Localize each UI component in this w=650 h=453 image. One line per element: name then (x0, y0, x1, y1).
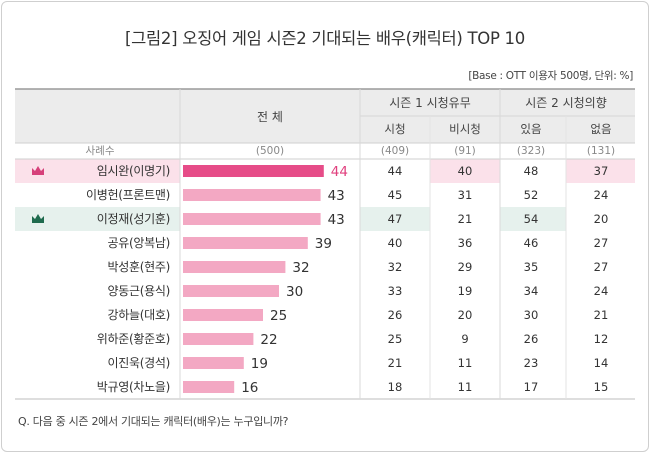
bar-total (183, 237, 308, 249)
breakdown-cell-value: 45 (388, 188, 403, 202)
actor-name-label: 임시완(이명기) (97, 164, 170, 178)
cell-highlight (500, 207, 566, 231)
breakdown-cell-value: 20 (458, 308, 473, 322)
bar-value-label: 43 (328, 212, 345, 228)
bar-total (183, 165, 324, 177)
breakdown-cell-value: 33 (388, 284, 403, 298)
bar-value-label: 39 (315, 236, 332, 252)
bar-total (183, 381, 235, 393)
bar-value-label: 19 (251, 356, 268, 372)
breakdown-cell-value: 32 (388, 260, 403, 274)
breakdown-cell-value: 35 (524, 260, 539, 274)
breakdown-cell-value: 23 (524, 356, 539, 370)
bar-total (183, 357, 244, 369)
actor-name-label: 공유(앙복남) (108, 236, 170, 250)
bar-total (183, 309, 263, 321)
breakdown-cell-value: 31 (458, 188, 473, 202)
header-total: 전 체 (257, 110, 283, 124)
breakdown-cell-value: 24 (594, 188, 609, 202)
actor-name-label: 위하준(황준호) (97, 332, 170, 346)
breakdown-cell-value: 52 (524, 188, 539, 202)
sample-s1-not-watched: (91) (454, 145, 476, 157)
sample-s1-watched: (409) (381, 145, 409, 157)
actor-name-label: 이병헌(프론트맨) (86, 188, 170, 202)
header-s2-intend: 있음 (520, 122, 541, 136)
breakdown-cell-value: 34 (524, 284, 539, 298)
breakdown-cell-value: 24 (594, 284, 609, 298)
grid-layer (15, 88, 635, 400)
breakdown-cell-value: 26 (524, 332, 539, 346)
figure-title: [그림2] 오징어 게임 시즌2 기대되는 배우(캐릭터) TOP 10 (125, 29, 525, 48)
header-s1-watched: 시청 (384, 122, 405, 136)
bar-value-label: 44 (331, 164, 348, 180)
breakdown-cell-value: 40 (388, 236, 403, 250)
breakdown-cell-value: 19 (458, 284, 473, 298)
breakdown-cell-value: 14 (594, 356, 609, 370)
breakdown-cell-value: 27 (594, 260, 609, 274)
header-s2-no-intend: 없음 (590, 122, 611, 136)
breakdown-cell-value: 54 (524, 212, 539, 226)
breakdown-cell-value: 12 (594, 332, 609, 346)
breakdown-cell-value: 48 (524, 164, 539, 178)
breakdown-cell-value: 26 (388, 308, 403, 322)
bar-total (183, 333, 254, 345)
crown-icon (32, 166, 44, 175)
breakdown-cell-value: 25 (388, 332, 403, 346)
breakdown-cell-value: 9 (461, 332, 468, 346)
actor-name-label: 박성훈(현주) (108, 260, 170, 274)
breakdown-cell-value: 20 (594, 212, 609, 226)
bar-value-label: 22 (260, 332, 277, 348)
breakdown-cell-value: 21 (458, 212, 473, 226)
actor-name-label: 이진욱(경석) (108, 356, 170, 370)
breakdown-cell-value: 29 (458, 260, 473, 274)
breakdown-cell-value: 30 (524, 308, 539, 322)
bar-value-label: 32 (292, 260, 309, 276)
bar-total (183, 189, 321, 201)
breakdown-cell-value: 37 (594, 164, 609, 178)
survey-question: Q. 다음 중 시즌 2에서 기대되는 캐릭터(배우)는 누구입니까? (18, 415, 289, 428)
crown-icon (32, 214, 44, 223)
actor-name-label: 강하늘(대호) (108, 308, 170, 322)
header-season2-group: 시즌 2 시청의향 (525, 96, 607, 110)
actor-name-label: 박규영(차노을) (97, 380, 170, 394)
bar-value-label: 43 (328, 188, 345, 204)
rows-layer: 임시완(이명기) 44 44 40 48 37 이병헌(프론트맨) 43 45 31 52 24 이정재… (32, 164, 608, 396)
breakdown-cell-value: 46 (524, 236, 539, 250)
bar-total (183, 261, 286, 273)
breakdown-cell-value: 18 (388, 380, 403, 394)
breakdown-cell-value: 44 (388, 164, 403, 178)
breakdown-cell-value: 27 (594, 236, 609, 250)
cell-highlight (566, 159, 635, 183)
base-note: [Base : OTT 이용자 500명, 단위: %] (468, 70, 633, 82)
sample-s2-intend: (323) (517, 145, 545, 157)
breakdown-cell-value: 15 (594, 380, 609, 394)
breakdown-cell-value: 21 (388, 356, 403, 370)
bar-total (183, 213, 321, 225)
sample-label: 사례수 (86, 145, 115, 157)
actor-name-label: 양동근(용식) (108, 284, 170, 298)
sample-s2-no-intend: (131) (587, 145, 615, 157)
bar-value-label: 25 (270, 308, 287, 324)
cell-highlight (430, 159, 500, 183)
breakdown-cell-value: 11 (458, 356, 473, 370)
bar-total (183, 285, 279, 297)
breakdown-cell-value: 40 (458, 164, 473, 178)
breakdown-cell-value: 21 (594, 308, 609, 322)
breakdown-cell-value: 17 (524, 380, 539, 394)
header-s1-not-watched: 비시청 (449, 122, 481, 136)
breakdown-cell-value: 11 (458, 380, 473, 394)
header-season1-group: 시즌 1 시청유무 (389, 96, 471, 110)
sample-total: (500) (256, 145, 284, 157)
bar-value-label: 30 (286, 284, 303, 300)
cell-highlight (360, 207, 430, 231)
actor-name-label: 이정재(성기훈) (97, 212, 170, 226)
bar-value-label: 16 (241, 380, 258, 396)
breakdown-cell-value: 47 (388, 212, 403, 226)
breakdown-cell-value: 36 (458, 236, 473, 250)
